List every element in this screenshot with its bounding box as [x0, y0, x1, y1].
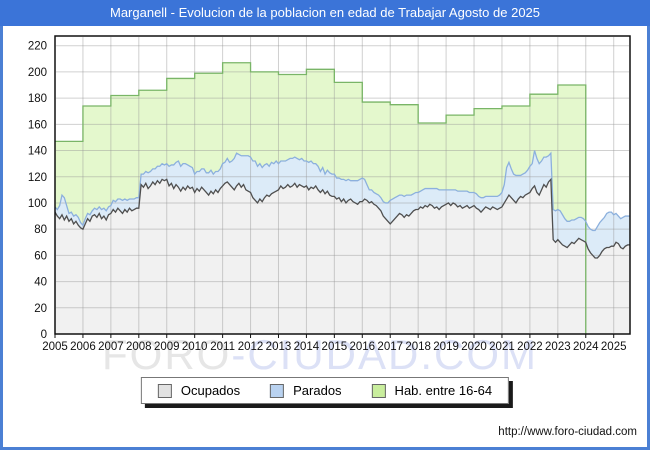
x-tick-label: 2018 [405, 341, 431, 353]
legend-label-ocupados: Ocupados [180, 383, 241, 398]
x-tick-label: 2009 [154, 341, 180, 353]
title-bar: Marganell - Evolucion de la poblacion en… [0, 0, 650, 26]
foro-ciudad-watermark: FORO-CIUDAD.COM [102, 331, 538, 378]
x-tick-label: 2005 [42, 341, 68, 353]
x-tick-label: 2012 [238, 341, 264, 353]
x-tick-label: 2007 [98, 341, 124, 353]
x-tick-label: 2017 [377, 341, 403, 353]
x-tick-label: 2010 [182, 341, 208, 353]
chart-title: Marganell - Evolucion de la poblacion en… [109, 5, 541, 20]
ocupados-area [55, 179, 630, 334]
y-tick-label: 160 [28, 119, 47, 131]
x-tick-label: 2021 [489, 341, 515, 353]
ocupados-line [54, 177, 630, 259]
x-tick-label: 2019 [433, 341, 459, 353]
x-tick-label: 2006 [70, 341, 96, 353]
y-tick-label: 60 [34, 250, 47, 262]
y-tick-label: 120 [28, 172, 47, 184]
x-tick-label: 2022 [517, 341, 543, 353]
x-tick-label: 2025 [601, 341, 627, 353]
footer: http://www.foro-ciudad.com [498, 426, 637, 438]
plot-border [54, 35, 631, 335]
legend-item-hab: Hab. entre 16-64 [371, 383, 493, 398]
legend-label-parados: Parados [293, 383, 342, 398]
y-tick-label: 220 [28, 41, 47, 53]
y-tick-label: 20 [34, 303, 47, 315]
y-tick-label: 200 [28, 67, 47, 79]
parados-swatch-icon [270, 383, 285, 398]
x-tick-label: 2013 [266, 341, 292, 353]
x-tick-label: 2020 [461, 341, 487, 353]
hab-swatch-icon [371, 383, 386, 398]
x-tick-label: 2023 [545, 341, 571, 353]
footer-url-link[interactable]: http://www.foro-ciudad.com [498, 426, 637, 438]
y-tick-label: 0 [41, 329, 47, 341]
hab-line [55, 62, 587, 334]
parados-area [55, 150, 630, 258]
x-tick-label: 2008 [126, 341, 152, 353]
y-tick-label: 80 [34, 224, 47, 236]
x-tick-label: 2015 [322, 341, 348, 353]
y-tick-label: 140 [28, 146, 47, 158]
parados-line [54, 150, 630, 232]
legend: Ocupados Parados Hab. entre 16-64 [140, 377, 510, 404]
ocupados-swatch-icon [157, 383, 172, 398]
x-tick-label: 2016 [349, 341, 375, 353]
y-tick-label: 40 [34, 277, 47, 289]
y-tick-label: 180 [28, 93, 47, 105]
y-tick-label: 100 [28, 198, 47, 210]
legend-item-parados: Parados [270, 383, 342, 398]
legend-item-ocupados: Ocupados [157, 383, 241, 398]
x-tick-label: 2011 [210, 341, 235, 353]
x-tick-label: 2014 [294, 341, 320, 353]
legend-label-hab: Hab. entre 16-64 [394, 383, 493, 398]
x-tick-label: 2024 [573, 341, 599, 353]
